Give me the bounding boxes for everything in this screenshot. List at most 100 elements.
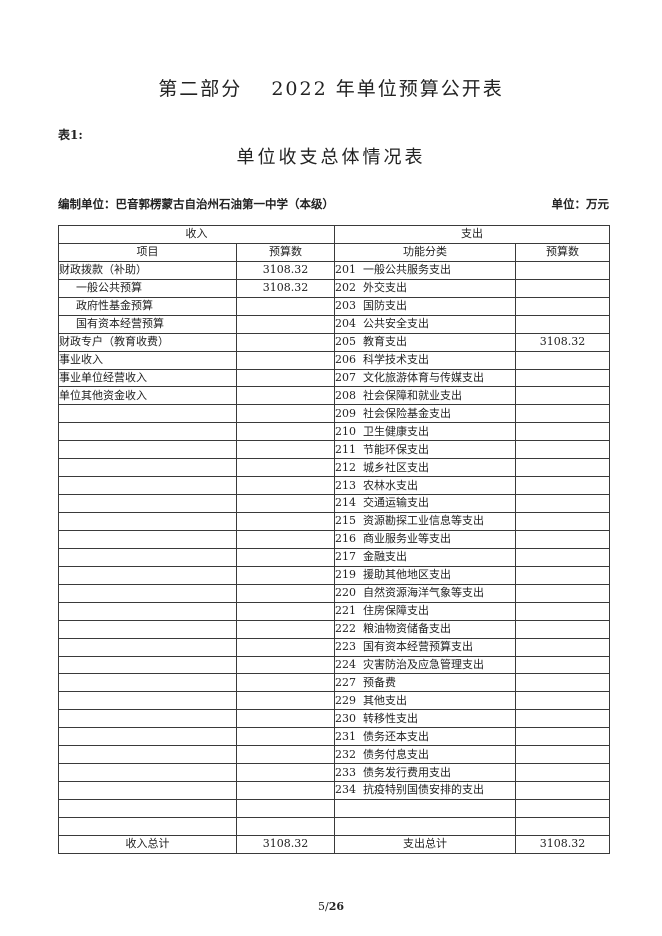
income-item-cell (58, 565, 237, 585)
table-row: 一般公共预算 3108.32 202 外交支出 (58, 278, 610, 298)
expense-budget-cell (515, 601, 610, 621)
table-row: 单位其他资金收入 208 社会保障和就业支出 (58, 386, 610, 406)
income-budget-cell (236, 386, 335, 406)
income-item-cell (58, 529, 237, 549)
income-item-cell: 财政拨款（补助） (58, 260, 237, 280)
col-header-expense-budget: 预算数 (515, 242, 610, 262)
expense-item-cell (334, 816, 516, 836)
income-budget-cell (236, 422, 335, 442)
income-item-cell: 一般公共预算 (58, 278, 237, 298)
expense-budget-cell (515, 547, 610, 567)
expense-total-label: 支出总计 (334, 834, 516, 854)
expense-budget-cell (515, 296, 610, 316)
expense-budget-cell (515, 619, 610, 639)
page-footer: 5/26 (0, 900, 662, 913)
income-item-cell (58, 799, 237, 818)
income-item-cell (58, 763, 237, 783)
income-item-cell: 国有资本经营预算 (58, 314, 237, 334)
table-row: 222 粮油物资储备支出 (58, 619, 610, 639)
expense-item-cell: 230 转移性支出 (334, 709, 516, 729)
income-item-cell (58, 727, 237, 747)
expense-budget-cell (515, 368, 610, 388)
total-row: 收入总计 3108.32 支出总计 3108.32 (58, 834, 610, 854)
expense-budget-cell (515, 350, 610, 370)
income-item-cell (58, 583, 237, 603)
income-total-label: 收入总计 (58, 834, 237, 854)
income-budget-cell (236, 637, 335, 657)
table-title: 单位收支总体情况表 (236, 147, 426, 168)
expense-item-cell: 217 金融支出 (334, 547, 516, 567)
table-row: 211 节能环保支出 (58, 440, 610, 460)
expense-item-cell: 204 公共安全支出 (334, 314, 516, 334)
expense-item-cell: 221 住房保障支出 (334, 601, 516, 621)
income-budget-cell (236, 494, 335, 513)
expense-item-cell: 234 抗疫特别国债安排的支出 (334, 781, 516, 800)
income-budget-cell (236, 404, 335, 424)
expense-item-cell: 206 科学技术支出 (334, 350, 516, 370)
income-budget-cell (236, 565, 335, 585)
income-budget-cell (236, 816, 335, 836)
page-total: 26 (328, 900, 345, 913)
main-title: 第二部分 2022 年单位预算公开表 (158, 78, 504, 100)
table-row: 215 资源勘探工业信息等支出 (58, 512, 610, 531)
expense-item-cell: 224 灾害防治及应急管理支出 (334, 655, 516, 675)
expense-item-cell: 222 粮油物资储备支出 (334, 619, 516, 639)
income-item-cell (58, 494, 237, 513)
expense-budget-cell (515, 476, 610, 496)
table-group-header-row: 收入 支出 (58, 225, 610, 244)
income-budget-cell (236, 745, 335, 765)
income-budget-cell (236, 727, 335, 747)
expense-item-cell: 210 卫生健康支出 (334, 422, 516, 442)
income-item-cell (58, 619, 237, 639)
income-budget-cell (236, 458, 335, 478)
expense-item-cell: 202 外交支出 (334, 278, 516, 298)
table-row: 212 城乡社区支出 (58, 458, 610, 478)
table-row: 221 住房保障支出 (58, 601, 610, 621)
expense-budget-cell (515, 458, 610, 478)
income-budget-cell (236, 547, 335, 567)
income-budget-cell (236, 763, 335, 783)
income-item-cell (58, 458, 237, 478)
income-item-cell (58, 440, 237, 460)
expense-budget-cell (515, 673, 610, 693)
expense-item-cell: 215 资源勘探工业信息等支出 (334, 512, 516, 531)
income-item-cell (58, 404, 237, 424)
expense-budget-cell (515, 565, 610, 585)
table-column-header-row: 项目 预算数 功能分类 预算数 (58, 242, 610, 262)
expense-item-cell: 203 国防支出 (334, 296, 516, 316)
info-row: 编制单位：巴音郭楞蒙古自治州石油第一中学（本级） 单位：万元 (58, 196, 609, 212)
table-row: 216 商业服务业等支出 (58, 529, 610, 549)
prepared-by-label: 编制单位：巴音郭楞蒙古自治州石油第一中学（本级） (58, 197, 334, 211)
income-budget-cell (236, 799, 335, 818)
expense-item-cell: 216 商业服务业等支出 (334, 529, 516, 549)
expense-budget-cell (515, 260, 610, 280)
income-budget-cell (236, 440, 335, 460)
income-budget-cell (236, 709, 335, 729)
income-item-cell (58, 476, 237, 496)
expense-total-value: 3108.32 (515, 834, 610, 854)
table-row: 财政专户（教育收费） 205 教育支出 3108.32 (58, 332, 610, 352)
budget-table: 收入 支出 项目 预算数 功能分类 预算数 财政拨款（补助） 3108.32 201… (58, 225, 610, 854)
income-budget-cell (236, 529, 335, 549)
expense-budget-cell (515, 727, 610, 747)
income-budget-cell (236, 512, 335, 531)
income-budget-cell (236, 619, 335, 639)
expense-budget-cell (515, 745, 610, 765)
expense-item-cell: 214 交通运输支出 (334, 494, 516, 513)
income-budget-cell (236, 332, 335, 352)
expense-budget-cell (515, 781, 610, 800)
income-item-cell (58, 547, 237, 567)
income-budget-cell (236, 368, 335, 388)
income-total-value: 3108.32 (236, 834, 335, 854)
expense-item-cell: 208 社会保障和就业支出 (334, 386, 516, 406)
table-row: 234 抗疫特别国债安排的支出 (58, 781, 610, 800)
income-item-cell (58, 512, 237, 531)
expense-budget-cell (515, 637, 610, 657)
expense-budget-cell (515, 404, 610, 424)
income-item-cell: 单位其他资金收入 (58, 386, 237, 406)
table-row: 223 国有资本经营预算支出 (58, 637, 610, 657)
income-item-cell (58, 709, 237, 729)
income-group-header: 收入 (58, 225, 335, 244)
income-item-cell (58, 781, 237, 800)
expense-item-cell: 205 教育支出 (334, 332, 516, 352)
